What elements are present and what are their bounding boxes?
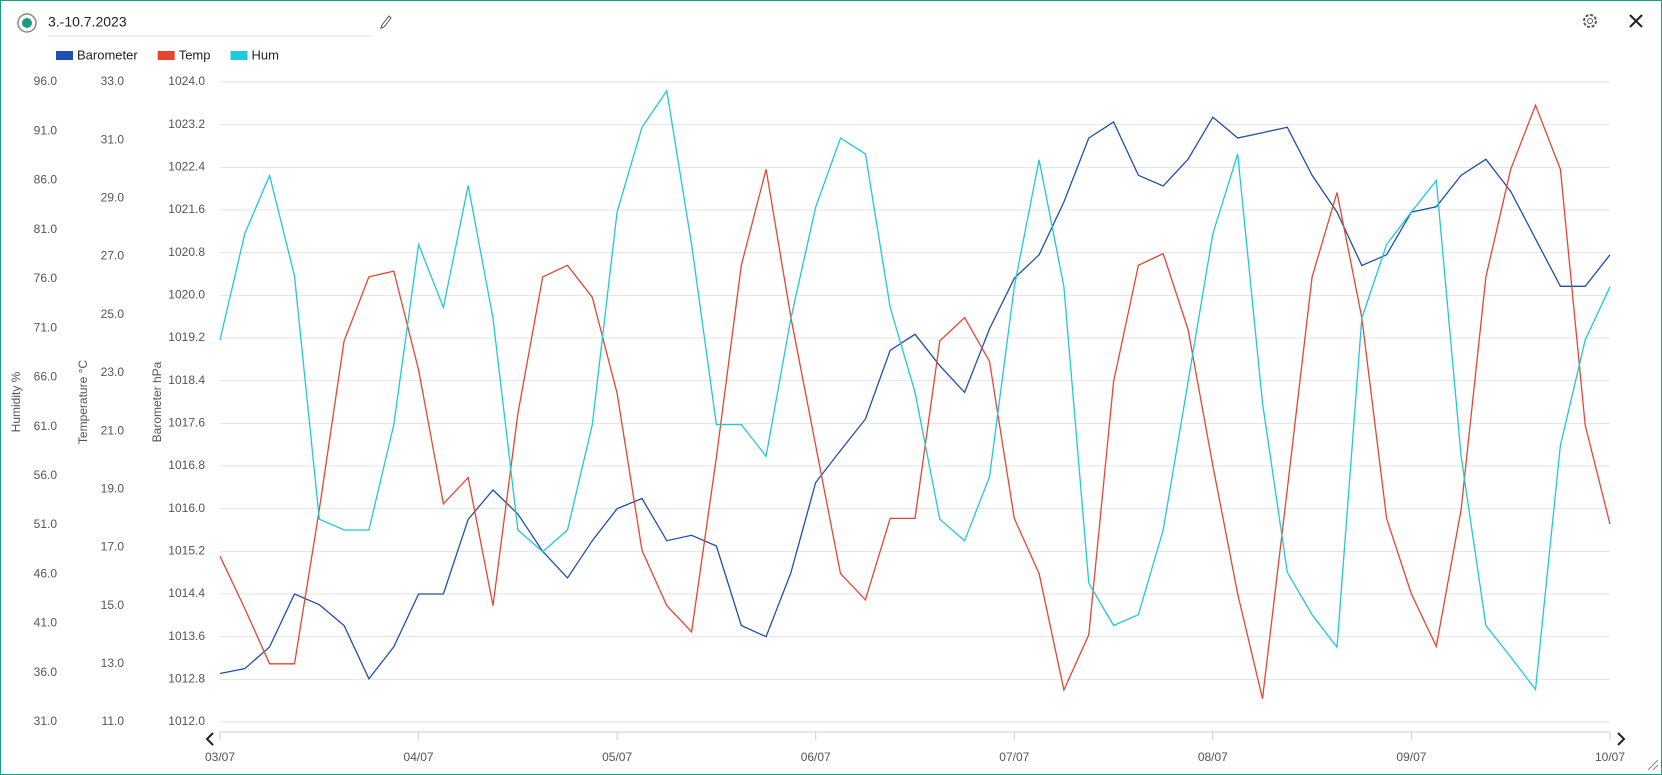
hum-tick-label: 76.0 bbox=[34, 271, 58, 285]
range-title: 3.-10.7.2023 bbox=[48, 14, 127, 30]
hum-tick-label: 56.0 bbox=[34, 468, 58, 482]
resize-grip bbox=[1647, 759, 1659, 771]
next-arrow[interactable] bbox=[1617, 732, 1626, 746]
baro-tick-label: 1021.6 bbox=[168, 202, 205, 216]
settings-icon-center bbox=[1587, 18, 1593, 24]
hum-tick-label: 31.0 bbox=[34, 714, 58, 728]
x-tick-label: 03/07 bbox=[205, 750, 235, 764]
temp-tick-label: 19.0 bbox=[101, 481, 125, 495]
hum-tick-label: 46.0 bbox=[34, 566, 58, 580]
series-line bbox=[219, 103, 1611, 699]
hum-tick-label: 66.0 bbox=[34, 370, 58, 384]
settings-icon[interactable] bbox=[1583, 14, 1597, 28]
edit-icon[interactable] bbox=[380, 15, 392, 29]
baro-tick-label: 1012.8 bbox=[168, 672, 205, 686]
x-tick-label: 04/07 bbox=[404, 750, 434, 764]
baro-tick-label: 1014.4 bbox=[168, 586, 205, 600]
plot: 1012.0 1012.8 1013.6 1014.4 1015.2 1016.0 1016… bbox=[9, 47, 1625, 764]
legend-label: Barometer bbox=[77, 47, 138, 62]
baro-tick-label: 1020.0 bbox=[168, 288, 205, 302]
close-button[interactable] bbox=[1629, 14, 1643, 28]
baro-tick-label: 1016.8 bbox=[168, 458, 205, 472]
hum-tick-label: 91.0 bbox=[34, 123, 58, 137]
legend-swatch bbox=[56, 51, 73, 60]
series-line bbox=[219, 116, 1611, 681]
baro-tick-label: 1023.2 bbox=[168, 117, 205, 131]
temp-tick-label: 17.0 bbox=[101, 540, 125, 554]
axis-title: Temperature °C bbox=[76, 360, 90, 444]
baro-tick-label: 1022.4 bbox=[168, 160, 205, 174]
legend-swatch bbox=[230, 51, 248, 60]
temp-tick-label: 29.0 bbox=[101, 191, 125, 205]
temp-tick-label: 33.0 bbox=[101, 74, 125, 88]
temp-tick-label: 25.0 bbox=[101, 307, 125, 321]
hum-tick-label: 96.0 bbox=[34, 74, 58, 88]
axis-title: Humidity % bbox=[9, 371, 23, 432]
legend-label: Hum bbox=[252, 47, 279, 62]
x-tick-label: 07/07 bbox=[999, 750, 1029, 764]
baro-tick-label: 1018.4 bbox=[168, 373, 205, 387]
hum-tick-label: 41.0 bbox=[34, 616, 58, 630]
axis-title: Barometer hPa bbox=[150, 361, 164, 442]
status-dot bbox=[22, 18, 32, 28]
temp-tick-label: 13.0 bbox=[101, 656, 125, 670]
temp-tick-label: 27.0 bbox=[101, 249, 125, 263]
hum-tick-label: 36.0 bbox=[34, 665, 58, 679]
x-tick-label: 05/07 bbox=[602, 750, 632, 764]
legend-label: Temp bbox=[179, 47, 211, 62]
status-icon[interactable] bbox=[17, 13, 37, 33]
baro-tick-label: 1020.8 bbox=[168, 245, 205, 259]
temp-tick-label: 11.0 bbox=[102, 714, 125, 728]
baro-tick-label: 1019.2 bbox=[168, 330, 205, 344]
temp-tick-label: 23.0 bbox=[101, 365, 125, 379]
hum-tick-label: 81.0 bbox=[34, 222, 58, 236]
series-line bbox=[219, 89, 1611, 692]
baro-tick-label: 1013.6 bbox=[168, 629, 205, 643]
baro-tick-label: 1012.0 bbox=[168, 714, 205, 728]
legend-swatch bbox=[157, 51, 175, 60]
temp-tick-label: 15.0 bbox=[101, 598, 125, 612]
hum-tick-label: 51.0 bbox=[34, 517, 58, 531]
hum-tick-label: 86.0 bbox=[34, 173, 58, 187]
prev-arrow[interactable] bbox=[205, 732, 214, 746]
hum-tick-label: 61.0 bbox=[34, 419, 58, 433]
baro-tick-label: 1015.2 bbox=[168, 544, 205, 558]
x-tick-label: 09/07 bbox=[1396, 750, 1426, 764]
hum-tick-label: 71.0 bbox=[34, 320, 58, 334]
x-tick-label: 06/07 bbox=[801, 750, 831, 764]
temp-tick-label: 21.0 bbox=[101, 423, 125, 437]
baro-tick-label: 1016.0 bbox=[168, 501, 205, 515]
x-tick-label: 10/07 bbox=[1595, 750, 1625, 764]
temp-tick-label: 31.0 bbox=[101, 132, 125, 146]
baro-tick-label: 1017.6 bbox=[168, 416, 205, 430]
x-tick-label: 08/07 bbox=[1198, 750, 1228, 764]
baro-tick-label: 1024.0 bbox=[168, 74, 205, 88]
